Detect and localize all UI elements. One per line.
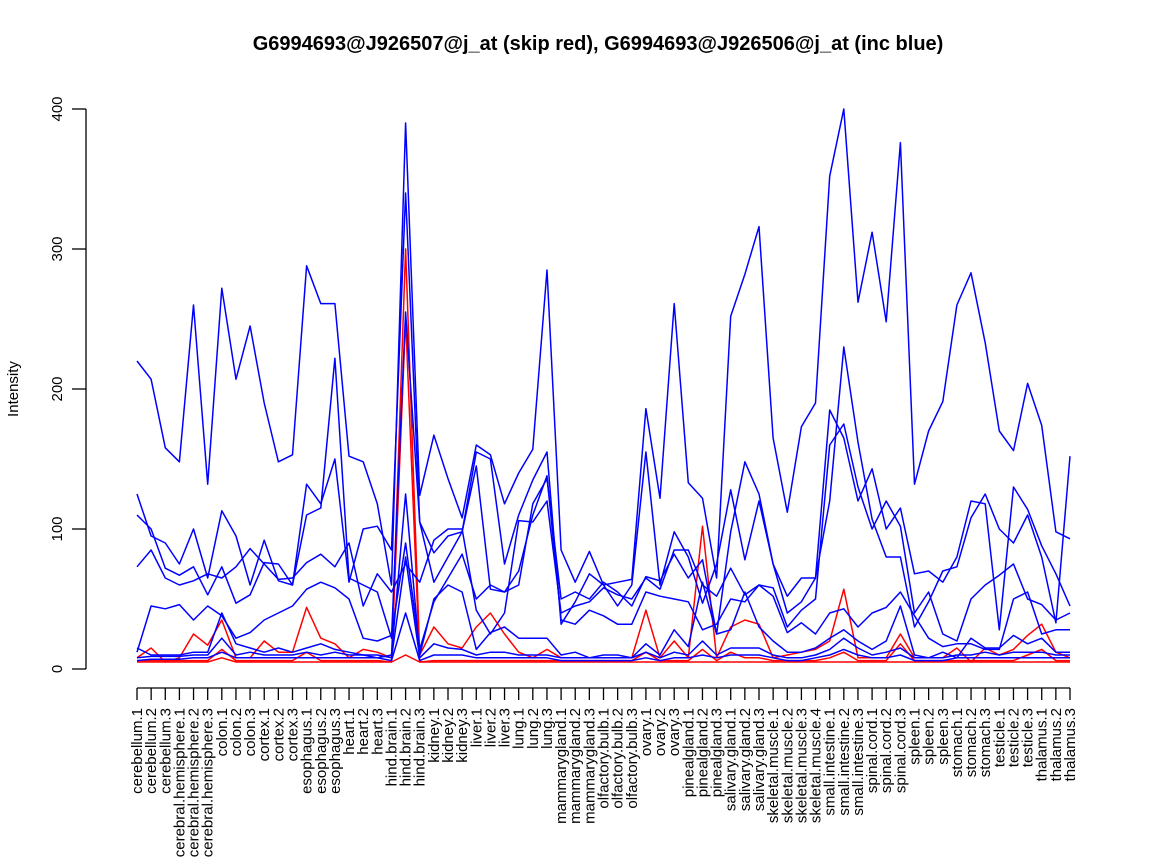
- series-line-skip-3: [137, 654, 1070, 663]
- series-line-inc-6: [136, 311, 1071, 639]
- axes-group: 0100200300400cerebellum.1cerebellum.2cer…: [49, 96, 1079, 857]
- x-tick-label: thalamus.2: [1048, 708, 1065, 781]
- x-tick-label: cerebral.hemisphere.1: [171, 708, 188, 857]
- x-tick-label: stomach.3: [977, 708, 994, 777]
- x-tick-label: cerebellum.3: [157, 708, 174, 794]
- x-tick-label: esophagus.1: [299, 708, 316, 794]
- x-tick-label: cerebral.hemisphere.2: [186, 708, 203, 857]
- x-tick-label: small.intestine.2: [836, 708, 853, 816]
- x-tick-label: spleen.1: [907, 708, 924, 765]
- y-tick-label: 100: [49, 516, 66, 541]
- x-tick-label: cortex.3: [285, 708, 302, 761]
- x-tick-label: heart.2: [355, 708, 372, 755]
- x-tick-label: olfactory.bulb.2: [610, 708, 627, 809]
- x-tick-label: cortex.1: [256, 708, 273, 761]
- x-tick-label: esophagus.2: [313, 708, 330, 794]
- x-tick-label: liver.3: [497, 708, 514, 747]
- x-tick-label: hind.brain.2: [398, 708, 415, 786]
- x-tick-label: cortex.2: [270, 708, 287, 761]
- x-tick-label: lung.1: [511, 708, 528, 749]
- x-tick-label: ovary.2: [652, 708, 669, 756]
- x-tick-label: ovary.1: [638, 708, 655, 756]
- x-tick-label: spinal.cord.3: [892, 708, 909, 793]
- x-tick-label: colon.1: [214, 708, 231, 756]
- x-tick-label: pinealgland.2: [694, 708, 711, 797]
- x-tick-label: kidney.1: [426, 708, 443, 763]
- x-tick-label: colon.2: [228, 708, 245, 756]
- x-tick-label: cerebral.hemisphere.3: [200, 708, 217, 857]
- x-tick-label: testicle.2: [1005, 708, 1022, 767]
- x-tick-label: cerebellum.2: [143, 708, 160, 794]
- x-tick-label: salivary.gland.3: [751, 708, 768, 811]
- series-line-inc-7: [136, 423, 1071, 642]
- x-tick-label: olfactory.bulb.1: [596, 708, 613, 809]
- y-tick-label: 200: [49, 376, 66, 401]
- x-tick-label: mammarygland.1: [553, 708, 570, 824]
- x-tick-label: colon.3: [242, 708, 259, 756]
- x-tick-label: lung.2: [525, 708, 542, 749]
- y-tick-label: 300: [49, 236, 66, 261]
- x-tick-label: pinealgland.1: [680, 708, 697, 797]
- x-tick-label: salivary.gland.1: [723, 708, 740, 811]
- x-tick-label: spinal.cord.2: [878, 708, 895, 793]
- x-tick-label: hind.brain.3: [412, 708, 429, 786]
- x-tick-label: esophagus.3: [327, 708, 344, 794]
- x-tick-label: skeletal.muscle.2: [779, 708, 796, 823]
- x-tick-label: mammarygland.3: [581, 708, 598, 824]
- x-tick-label: kidney.2: [440, 708, 457, 763]
- x-tick-label: liver.1: [468, 708, 485, 747]
- series-line-inc-4: [136, 108, 1071, 586]
- x-tick-label: liver.2: [482, 708, 499, 747]
- x-tick-label: kidney.3: [454, 708, 471, 763]
- x-tick-label: salivary.gland.2: [737, 708, 754, 811]
- x-tick-label: spleen.2: [921, 708, 938, 765]
- x-tick-label: hind.brain.1: [383, 708, 400, 786]
- x-tick-label: heart.1: [341, 708, 358, 755]
- y-tick-label: 0: [49, 665, 66, 673]
- x-tick-label: spinal.cord.1: [864, 708, 881, 793]
- x-tick-label: skeletal.muscle.3: [793, 708, 810, 823]
- x-tick-label: mammarygland.2: [567, 708, 584, 824]
- x-tick-label: pinealgland.3: [709, 708, 726, 797]
- x-tick-label: small.intestine.1: [822, 708, 839, 816]
- x-tick-label: testicle.1: [991, 708, 1008, 767]
- x-tick-label: ovary.3: [666, 708, 683, 756]
- x-tick-label: lung.3: [539, 708, 556, 749]
- x-tick-label: cerebellum.1: [129, 708, 146, 794]
- series-group: [136, 108, 1071, 663]
- x-tick-label: stomach.1: [949, 708, 966, 777]
- series-line-skip-2: [137, 318, 1070, 663]
- x-tick-label: testicle.3: [1020, 708, 1037, 767]
- x-tick-label: skeletal.muscle.1: [765, 708, 782, 823]
- series-line-inc-10: [136, 556, 1070, 659]
- y-tick-label: 400: [49, 96, 66, 121]
- x-tick-label: heart.3: [369, 708, 386, 755]
- series-line-inc-8: [136, 475, 1070, 653]
- x-tick-label: stomach.2: [963, 708, 980, 777]
- y-axis-label: Intensity: [5, 361, 22, 417]
- chart-title: G6994693@J926507@j_at (skip red), G69946…: [253, 33, 944, 55]
- x-tick-label: spleen.3: [935, 708, 952, 765]
- x-tick-label: skeletal.muscle.4: [808, 708, 825, 823]
- x-tick-label: olfactory.bulb.3: [624, 708, 641, 809]
- x-tick-label: thalamus.3: [1062, 708, 1079, 781]
- series-line-inc-11: [136, 612, 1070, 662]
- x-tick-label: thalamus.1: [1034, 708, 1051, 781]
- series-line-inc-9: [136, 493, 1070, 659]
- x-tick-label: small.intestine.3: [850, 708, 867, 816]
